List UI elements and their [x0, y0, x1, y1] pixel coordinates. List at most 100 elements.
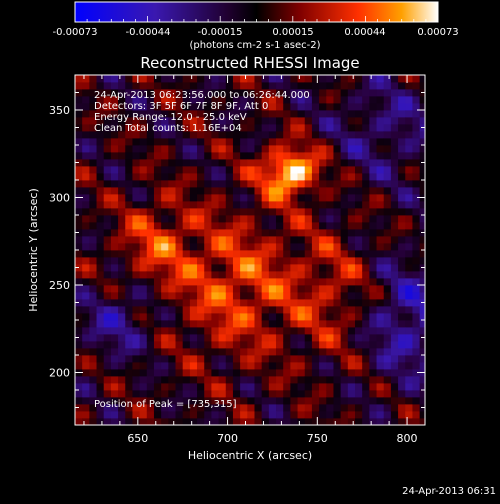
heatmap-cell — [96, 180, 105, 188]
heatmap-cell — [347, 82, 356, 90]
heatmap-cell — [110, 138, 119, 146]
heatmap-cell — [168, 215, 176, 223]
heatmap-cell — [225, 201, 234, 209]
heatmap-cell — [362, 208, 370, 216]
heatmap-cell — [290, 124, 298, 132]
heatmap-cell — [333, 250, 342, 258]
heatmap-cell — [304, 390, 313, 398]
heatmap-cell — [290, 110, 298, 118]
heatmap-cell — [110, 201, 119, 209]
heatmap-cell — [376, 313, 385, 321]
heatmap-cell — [268, 334, 277, 342]
heatmap-cell — [189, 75, 198, 83]
heatmap-cell — [103, 264, 112, 272]
heatmap-cell — [82, 404, 90, 412]
heatmap-cell — [232, 82, 241, 90]
heatmap-cell — [139, 117, 148, 125]
heatmap-cell — [304, 341, 313, 349]
heatmap-cell — [261, 117, 270, 125]
heatmap-cell — [161, 180, 169, 188]
heatmap-cell — [132, 187, 141, 195]
heatmap-cell — [412, 152, 421, 160]
heatmap-cell — [290, 96, 298, 104]
heatmap-cell — [369, 383, 377, 391]
heatmap-cell — [247, 271, 255, 279]
heatmap-cell — [75, 117, 83, 125]
heatmap-cell — [103, 103, 112, 111]
heatmap-cell — [254, 110, 263, 118]
heatmap-cell — [304, 187, 313, 195]
heatmap-cell — [405, 145, 413, 153]
heatmap-cell — [103, 376, 112, 384]
heatmap-cell — [376, 376, 385, 384]
heatmap-cell — [297, 285, 306, 293]
heatmap-cell — [347, 173, 356, 181]
heatmap-cell — [218, 362, 227, 370]
heatmap-cell — [118, 152, 126, 160]
heatmap-cell — [240, 187, 248, 195]
heatmap-cell — [225, 208, 234, 216]
heatmap-cell — [398, 138, 406, 146]
heatmap-cell — [139, 201, 148, 209]
heatmap-cell — [283, 257, 291, 265]
heatmap-cell — [383, 320, 392, 328]
heatmap-cell — [146, 404, 155, 412]
heatmap-cell — [204, 117, 212, 125]
heatmap-cell — [118, 313, 126, 321]
heatmap-cell — [75, 166, 83, 174]
heatmap-cell — [412, 194, 421, 202]
heatmap-cell — [232, 194, 241, 202]
heatmap-cell — [333, 208, 342, 216]
heatmap-cell — [326, 243, 334, 251]
heatmap-cell — [247, 89, 255, 97]
heatmap-cell — [189, 306, 198, 314]
heatmap-cell — [182, 271, 191, 279]
heatmap-cell — [240, 82, 248, 90]
heatmap-cell — [110, 362, 119, 370]
heatmap-cell — [398, 264, 406, 272]
heatmap-cell — [197, 334, 205, 342]
heatmap-cell — [369, 145, 377, 153]
heatmap-cell — [146, 383, 155, 391]
heatmap-cell — [405, 313, 413, 321]
heatmap-cell — [369, 166, 377, 174]
heatmap-cell — [405, 208, 413, 216]
heatmap-cell — [412, 341, 421, 349]
heatmap-cell — [347, 390, 356, 398]
heatmap-cell — [204, 103, 212, 111]
heatmap-cell — [319, 257, 327, 265]
heatmap-cell — [419, 355, 425, 363]
heatmap-cell — [168, 390, 176, 398]
heatmap-cell — [383, 201, 392, 209]
heatmap-cell — [412, 369, 421, 377]
heatmap-cell — [362, 320, 370, 328]
heatmap-cell — [362, 334, 370, 342]
heatmap-cell — [82, 369, 90, 377]
heatmap-cell — [211, 313, 219, 321]
heatmap-cell — [204, 362, 212, 370]
heatmap-cell — [276, 383, 284, 391]
heatmap-cell — [103, 306, 112, 314]
heatmap-cell — [139, 257, 148, 265]
heatmap-cell — [304, 229, 313, 237]
heatmap-cell — [390, 201, 399, 209]
heatmap-cell — [290, 390, 298, 398]
heatmap-cell — [211, 229, 219, 237]
heatmap-cell — [110, 145, 119, 153]
heatmap-cell — [161, 117, 169, 125]
heatmap-cell — [412, 82, 421, 90]
heatmap-cell — [168, 376, 176, 384]
heatmap-cell — [204, 145, 212, 153]
heatmap-cell — [283, 96, 291, 104]
heatmap-cell — [340, 383, 349, 391]
heatmap-cell — [146, 187, 155, 195]
heatmap-cell — [139, 320, 148, 328]
heatmap-cell — [153, 362, 162, 370]
heatmap-cell — [326, 145, 334, 153]
heatmap-cell — [398, 96, 406, 104]
heatmap-cell — [89, 89, 97, 97]
heatmap-cell — [161, 418, 169, 425]
heatmap-cell — [362, 411, 370, 419]
heatmap-cell — [103, 82, 112, 90]
heatmap-cell — [383, 355, 392, 363]
